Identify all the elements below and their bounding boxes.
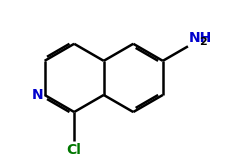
Text: 2: 2 bbox=[199, 37, 207, 47]
Text: N: N bbox=[32, 88, 43, 102]
Text: Cl: Cl bbox=[67, 143, 82, 157]
Text: NH: NH bbox=[189, 30, 212, 44]
